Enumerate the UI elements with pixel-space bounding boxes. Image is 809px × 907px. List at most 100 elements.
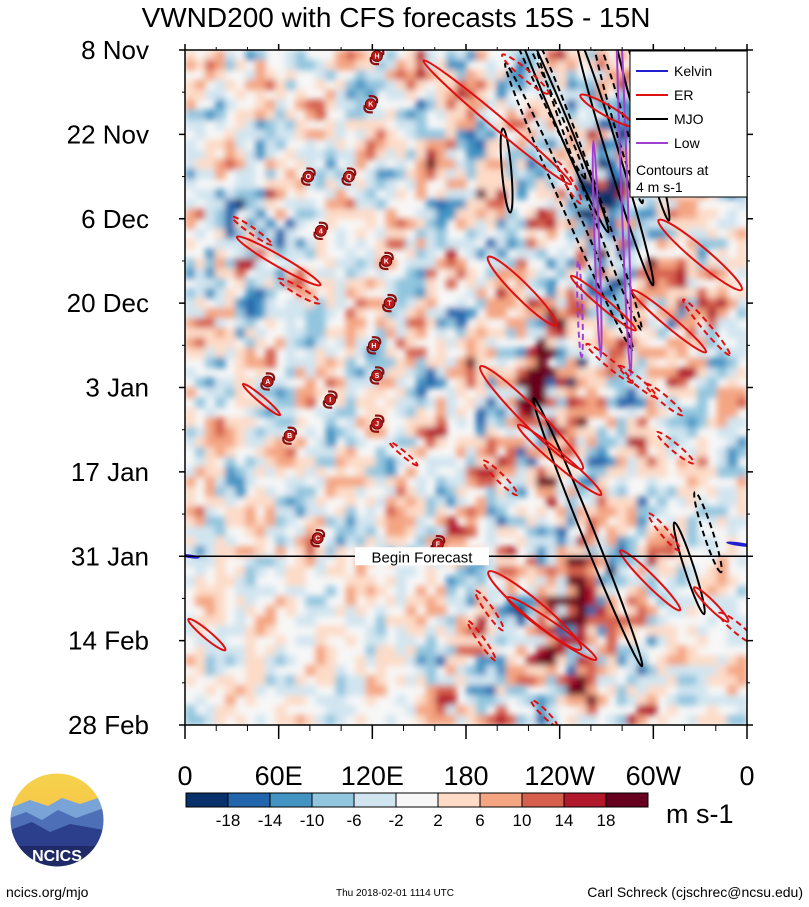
field-cell: [245, 337, 256, 349]
field-cell: [215, 159, 226, 170]
field-cell: [245, 496, 256, 508]
field-cell: [546, 367, 557, 379]
field-cell: [696, 655, 708, 666]
field-cell: [556, 169, 567, 180]
field-cell: [536, 337, 547, 349]
field-cell: [435, 655, 447, 666]
field-cell: [666, 198, 678, 210]
field-cell: [516, 715, 527, 725]
field-cell: [435, 476, 447, 488]
field-cell: [325, 447, 337, 458]
field-cell: [506, 149, 517, 160]
field-cell: [335, 149, 347, 160]
field-cell: [576, 198, 587, 210]
field-cell: [466, 327, 477, 339]
field-cell: [476, 119, 487, 130]
field-cell: [616, 238, 628, 250]
field-cell: [556, 79, 567, 91]
field-cell: [355, 586, 367, 597]
field-cell: [265, 248, 276, 259]
field-cell: [385, 189, 397, 200]
field-cell: [676, 278, 688, 289]
field-cell: [345, 417, 357, 428]
field-cell: [315, 169, 327, 180]
field-cell: [686, 675, 698, 686]
field-cell: [456, 59, 467, 71]
field-cell: [375, 357, 387, 369]
field-cell: [265, 169, 276, 180]
y-tick-label: 14 Feb: [68, 626, 149, 656]
field-cell: [275, 635, 286, 647]
field-cell: [686, 536, 698, 547]
field-cell: [365, 506, 377, 518]
field-cell: [305, 546, 316, 557]
field-cell: [215, 218, 226, 230]
field-cell: [275, 99, 286, 111]
field-cell: [516, 506, 527, 518]
field-cell: [255, 486, 266, 498]
field-cell: [275, 466, 286, 478]
field-cell: [516, 447, 527, 458]
field-cell: [646, 566, 658, 577]
field-cell: [425, 288, 437, 299]
field-cell: [476, 496, 487, 508]
field-cell: [486, 586, 497, 597]
field-cell: [626, 417, 638, 428]
field-cell: [506, 615, 517, 627]
field-cell: [215, 169, 226, 180]
field-cell: [466, 645, 477, 657]
field-cell: [686, 466, 698, 478]
field-cell: [646, 586, 658, 597]
field-cell: [315, 695, 327, 706]
field-cell: [466, 149, 477, 160]
field-cell: [666, 387, 678, 398]
field-cell: [506, 526, 517, 537]
field-cell: [686, 655, 698, 666]
field-cell: [486, 397, 497, 408]
field-cell: [506, 99, 517, 111]
field-cell: [355, 417, 367, 428]
field-cell: [466, 129, 477, 140]
field-cell: [676, 377, 688, 389]
field-cell: [586, 447, 597, 458]
field-cell: [395, 645, 407, 657]
field-cell: [656, 506, 668, 518]
field-cell: [295, 526, 306, 537]
field-cell: [215, 466, 226, 478]
field-cell: [445, 586, 457, 597]
field-cell: [616, 625, 628, 637]
field-cell: [466, 208, 477, 220]
field-cell: [596, 506, 608, 518]
field-cell: [315, 715, 327, 725]
field-cell: [415, 308, 427, 319]
field-cell: [706, 536, 718, 547]
field-cell: [686, 367, 698, 379]
field-cell: [295, 506, 306, 518]
field-cell: [255, 149, 266, 160]
field-cell: [586, 298, 597, 309]
field-cell: [335, 536, 347, 547]
field-cell: [596, 496, 608, 508]
field-cell: [245, 516, 256, 527]
field-cell: [726, 437, 738, 448]
field-cell: [606, 347, 618, 359]
field-cell: [385, 466, 397, 478]
field-cell: [516, 159, 527, 170]
field-cell: [576, 635, 587, 647]
field-cell: [466, 218, 477, 230]
field-cell: [676, 437, 688, 448]
field-cell: [486, 486, 497, 498]
field-cell: [626, 407, 638, 418]
field-cell: [696, 437, 708, 448]
field-cell: [556, 258, 567, 269]
field-cell: [335, 387, 347, 398]
colorbar-label: 18: [597, 811, 616, 830]
field-cell: [576, 407, 587, 418]
field-cell: [375, 407, 387, 418]
field-cell: [445, 496, 457, 508]
field-cell: [466, 99, 477, 111]
field-cell: [185, 516, 196, 527]
field-cell: [245, 645, 256, 657]
field-cell: [626, 685, 638, 696]
